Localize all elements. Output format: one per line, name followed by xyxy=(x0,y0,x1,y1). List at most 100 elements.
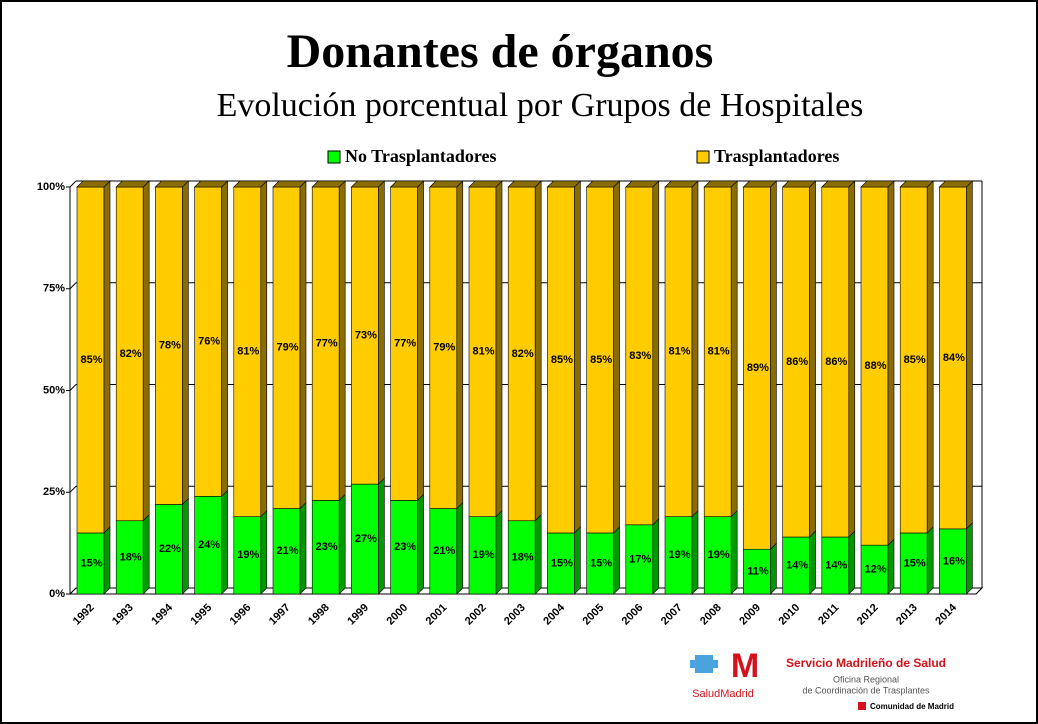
bar-top xyxy=(193,180,229,188)
chart-title: Donantes de órganos xyxy=(287,25,714,78)
bar-segment xyxy=(272,508,301,595)
bar-side xyxy=(260,509,268,595)
data-label: 15% xyxy=(80,557,102,569)
legend-swatch xyxy=(696,150,710,164)
bar-side xyxy=(652,180,660,526)
bar-side xyxy=(534,514,542,595)
data-label: 15% xyxy=(590,557,612,569)
bar-segment xyxy=(468,516,497,595)
bar-segment xyxy=(155,504,183,595)
logo-brand: SaludMadrid xyxy=(692,688,754,700)
bar-top xyxy=(585,180,621,188)
bar-side xyxy=(574,180,581,534)
grid-line xyxy=(69,384,77,391)
data-label: 15% xyxy=(904,557,926,569)
data-label: 19% xyxy=(708,549,730,561)
bar-segment xyxy=(311,500,340,595)
data-label: 84% xyxy=(943,352,965,364)
bar-side xyxy=(574,526,581,595)
bar-segment xyxy=(939,528,967,595)
bar-side xyxy=(299,180,307,510)
bar-top xyxy=(781,180,817,188)
bar-side xyxy=(887,180,895,546)
data-label: 23% xyxy=(316,541,338,553)
data-label: 77% xyxy=(394,338,416,350)
bar-side xyxy=(691,180,699,518)
bar-side xyxy=(926,526,934,595)
logo-region: Comunidad de Madrid xyxy=(870,702,954,711)
bar-segment xyxy=(821,186,850,538)
bar-side xyxy=(926,180,934,534)
bar-side xyxy=(730,509,738,595)
bar-side xyxy=(848,180,856,538)
bar-segment xyxy=(115,520,144,595)
logo-office: de Coordinación de Trasplantes xyxy=(802,685,930,695)
bar-segment xyxy=(703,186,732,517)
bar-side xyxy=(182,497,189,595)
bar-top xyxy=(76,180,111,188)
bar-side xyxy=(103,180,111,534)
bar-segment xyxy=(194,186,222,497)
data-label: 81% xyxy=(668,346,690,358)
bar-segment xyxy=(743,548,771,595)
data-label: 22% xyxy=(159,543,181,555)
bar-segment xyxy=(468,186,497,517)
y-tick-label: 50% xyxy=(43,384,65,396)
data-label: 85% xyxy=(590,354,612,366)
data-label: 86% xyxy=(786,356,808,368)
bar-segment xyxy=(625,186,654,526)
data-label: 21% xyxy=(276,545,298,557)
data-label: 89% xyxy=(747,362,769,374)
bar-top xyxy=(350,180,386,188)
bar-top xyxy=(703,180,738,188)
bar-side xyxy=(378,477,385,595)
y-tick-label: 75% xyxy=(43,283,65,295)
bar-side xyxy=(495,509,503,595)
bar-segment xyxy=(155,186,183,505)
bar-side xyxy=(809,180,816,538)
bar-top xyxy=(625,180,660,188)
bar-side xyxy=(221,180,228,498)
data-label: 14% xyxy=(825,559,847,571)
bar-segment xyxy=(311,186,340,501)
data-label: 19% xyxy=(472,549,494,561)
bar-side xyxy=(338,493,346,595)
bar-segment xyxy=(743,186,771,550)
bar-segment xyxy=(782,186,810,538)
data-label: 27% xyxy=(355,533,377,545)
y-tick-label: 25% xyxy=(43,486,65,498)
bar-side xyxy=(456,501,464,595)
bar-side xyxy=(652,518,660,595)
bar-side xyxy=(142,514,150,595)
data-label: 83% xyxy=(629,350,651,362)
bar-segment xyxy=(390,186,418,501)
bar-side xyxy=(182,180,189,506)
bar-segment xyxy=(860,544,889,595)
bar-segment xyxy=(547,186,575,534)
bar-segment xyxy=(586,186,614,534)
bar-side xyxy=(378,180,385,485)
bar-segment xyxy=(351,186,379,485)
data-label: 81% xyxy=(237,346,259,358)
data-label: 77% xyxy=(316,338,338,350)
bar-segment xyxy=(351,483,379,595)
bar-side xyxy=(142,180,150,522)
bar-side xyxy=(730,180,738,518)
bar-segment xyxy=(272,186,301,509)
bar-top xyxy=(507,180,542,188)
bar-segment xyxy=(194,496,222,595)
logo: M SaludMadrid Servicio Madrileño de Salu… xyxy=(690,647,954,711)
bar-side xyxy=(417,180,424,502)
bar-top xyxy=(742,180,778,188)
bar-side xyxy=(260,180,268,518)
logo-office: Oficina Regional xyxy=(833,674,899,684)
bar-side xyxy=(338,180,346,502)
bar-top xyxy=(546,180,582,188)
chart-subtitle: Evolución porcentual por Grupos de Hospi… xyxy=(217,87,864,124)
bar-segment xyxy=(782,536,810,595)
data-label: 81% xyxy=(472,346,494,358)
bar-top xyxy=(899,180,934,188)
bar-side xyxy=(417,493,424,595)
bar-top xyxy=(429,180,464,188)
